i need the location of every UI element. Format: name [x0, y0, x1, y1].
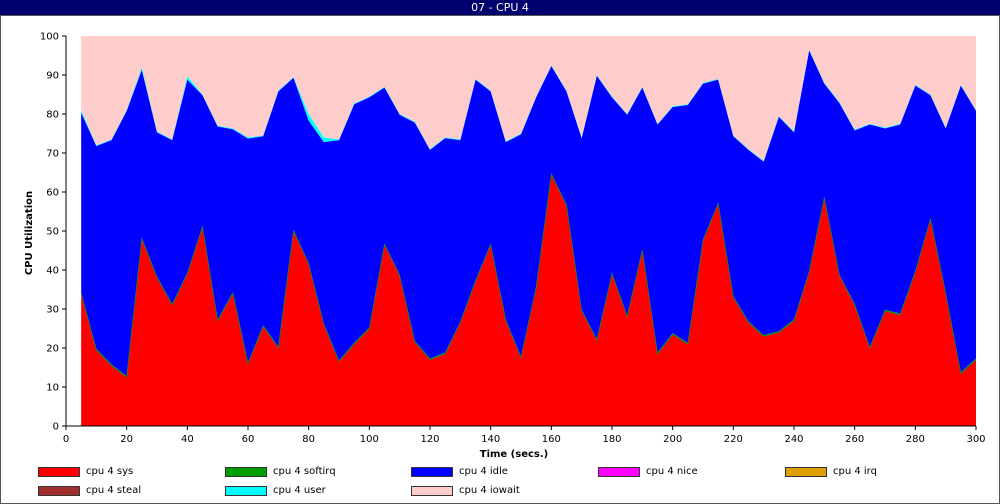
- legend-swatch: [411, 486, 453, 496]
- legend-swatch: [38, 467, 80, 477]
- x-tick-label: 200: [663, 434, 682, 445]
- y-tick-label: 40: [46, 266, 59, 277]
- x-tick-label: 300: [966, 434, 985, 445]
- legend-swatch: [411, 467, 453, 477]
- x-tick-label: 0: [63, 434, 69, 445]
- y-tick-label: 30: [46, 305, 59, 316]
- legend-label: cpu 4 iowait: [459, 485, 520, 496]
- legend-item: cpu 4 steal: [38, 485, 141, 497]
- x-tick-label: 220: [724, 434, 743, 445]
- y-tick-label: 70: [46, 149, 59, 160]
- legend-label: cpu 4 user: [273, 485, 326, 496]
- legend-label: cpu 4 idle: [459, 466, 508, 477]
- x-tick-label: 100: [360, 434, 379, 445]
- legend-label: cpu 4 steal: [86, 485, 142, 496]
- chart-frame: 0 10 20 30 40 50 60 70 80 90 100 0 20 40 60 80 100 120 140…: [0, 15, 1000, 504]
- legend-label: cpu 4 nice: [646, 466, 698, 477]
- window-title: 07 - CPU 4: [471, 1, 529, 14]
- legend-label: cpu 4 sys: [86, 466, 134, 477]
- legend-swatch: [225, 486, 267, 496]
- x-tick-label: 20: [120, 434, 133, 445]
- x-tick-label: 60: [242, 434, 255, 445]
- y-tick-label: 0: [53, 422, 59, 433]
- x-tick-label: 260: [845, 434, 864, 445]
- legend-swatch: [38, 486, 80, 496]
- x-tick-label: 280: [906, 434, 925, 445]
- cpu-utilization-chart: 0 10 20 30 40 50 60 70 80 90 100 0 20 40 60 80 100 120 140…: [24, 32, 986, 461]
- legend-item: cpu 4 softirq: [225, 466, 336, 478]
- axes: 0 10 20 30 40 50 60 70 80 90 100 0 20 40 60 80 100 120 140…: [40, 32, 986, 446]
- window-title-bar: 07 - CPU 4: [0, 0, 1000, 15]
- legend-item: cpu 4 irq: [785, 466, 877, 478]
- series-area-cpu-4-sys: [81, 174, 977, 426]
- legend-item: cpu 4 user: [225, 485, 326, 497]
- x-tick-label: 180: [602, 434, 621, 445]
- series-area-cpu-4-iowait: [81, 36, 977, 161]
- legend-item: cpu 4 nice: [598, 466, 698, 478]
- y-tick-label: 90: [46, 71, 59, 82]
- legend-label: cpu 4 softirq: [273, 466, 336, 477]
- legend-swatch: [598, 467, 640, 477]
- x-axis-label: Time (secs.): [480, 449, 549, 460]
- y-tick-label: 50: [46, 227, 59, 238]
- y-tick-label: 100: [40, 32, 59, 43]
- y-tick-label: 60: [46, 188, 59, 199]
- y-tick-label: 10: [46, 383, 59, 394]
- y-tick-label: 80: [46, 110, 59, 121]
- legend-label: cpu 4 irq: [833, 466, 877, 477]
- stacked-areas: [66, 36, 977, 426]
- x-tick-label: 40: [181, 434, 194, 445]
- x-tick-label: 160: [542, 434, 561, 445]
- sys-boundary-line: [80, 173, 977, 379]
- y-tick-label: 20: [46, 344, 59, 355]
- x-tick-label: 80: [302, 434, 315, 445]
- legend-swatch: [785, 467, 827, 477]
- x-tick-label: 120: [420, 434, 439, 445]
- series-area-cpu-4-idle: [81, 50, 977, 377]
- x-tick-label: 140: [481, 434, 500, 445]
- legend-swatch: [225, 467, 267, 477]
- legend-item: cpu 4 sys: [38, 466, 133, 478]
- legend-item: cpu 4 idle: [411, 466, 508, 478]
- legend-item: cpu 4 iowait: [411, 485, 520, 497]
- y-axis-label: CPU Utilization: [24, 191, 35, 275]
- x-tick-label: 240: [784, 434, 803, 445]
